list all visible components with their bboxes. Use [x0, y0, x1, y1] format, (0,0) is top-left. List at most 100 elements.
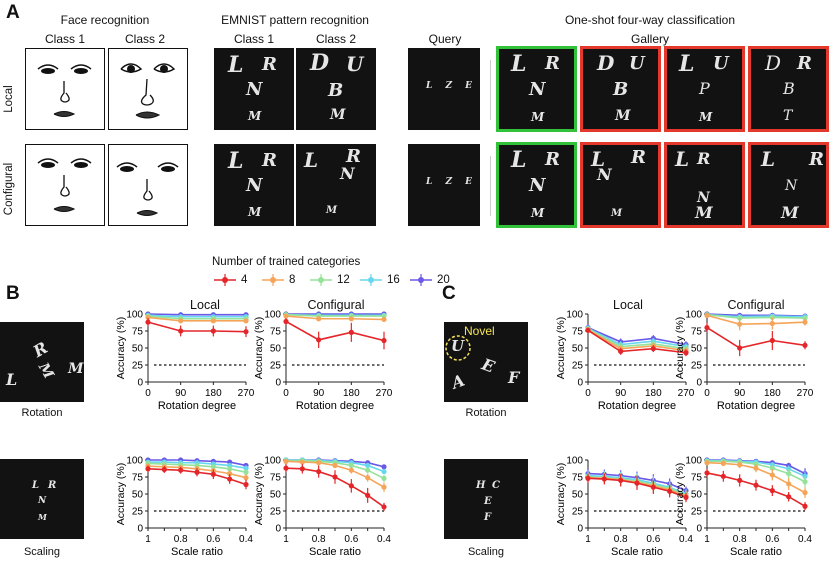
x-tick-label: 0.4	[798, 534, 812, 545]
glyph: M	[326, 205, 338, 216]
gallery-local-distractor-3: D R B T	[748, 46, 829, 132]
data-point-4	[704, 325, 710, 331]
data-point-16	[243, 465, 249, 471]
gallery-local-correct: L R N M	[496, 46, 577, 132]
x-tick-label: 0	[704, 388, 710, 399]
c-rotation-stimulus: Novel U A E F	[444, 322, 528, 402]
c-configural-header: Configural	[727, 298, 785, 312]
legend-title: Number of trained categories	[212, 256, 361, 268]
y-axis-label: Accuracy (%)	[253, 317, 265, 379]
glyph: C	[492, 480, 500, 491]
data-point-8	[737, 462, 743, 468]
series-line-16	[587, 327, 687, 348]
face-drawing	[37, 64, 92, 117]
glyph: R	[29, 338, 51, 362]
data-point-8	[737, 321, 743, 327]
y-tick-label: 100	[685, 456, 702, 467]
y-tick-label: 25	[691, 507, 703, 518]
y-tick-label: 50	[270, 344, 282, 355]
series-line-4	[147, 321, 247, 333]
y-tick-label: 75	[572, 473, 584, 484]
data-point-4	[618, 477, 624, 483]
y-tick-label: 50	[691, 344, 703, 355]
glyph: L	[591, 147, 606, 171]
chart-c-scaling-local: 0 25 50 75 100 1 0.8 0.6 0.4 Scale ratio Accuracy …	[555, 456, 693, 558]
y-tick-label: 50	[691, 490, 703, 501]
data-point-8	[299, 459, 305, 465]
y-axis-label: Accuracy (%)	[674, 317, 686, 379]
legend-label-16: 16	[387, 274, 400, 286]
data-point-8	[720, 460, 726, 466]
data-point-8	[210, 318, 216, 324]
data-point-4	[601, 476, 607, 482]
x-tick-label: 270	[238, 388, 255, 399]
y-tick-label: 0	[696, 524, 702, 535]
glyph: N	[529, 175, 546, 196]
gallery-configural-correct: L R N M	[496, 142, 577, 228]
data-point-8	[145, 314, 151, 320]
x-axis-label: Rotation degree	[598, 400, 676, 412]
glyph: L	[32, 480, 40, 491]
y-tick-label: 50	[132, 490, 144, 501]
legend-item-12	[310, 274, 332, 286]
face-class2-label: Class 2	[124, 32, 165, 46]
row-configural-label: Configural	[3, 162, 15, 216]
glyph: L	[6, 370, 18, 389]
glyph: R	[809, 149, 824, 170]
series-line-8	[706, 314, 806, 326]
data-point-4	[210, 471, 216, 477]
y-tick-label: 50	[270, 490, 282, 501]
b-configural-header: Configural	[307, 298, 365, 312]
chart-b-scaling-local: 0 25 50 75 100 1 0.8 0.6 0.4 Scale ratio Accuracy …	[115, 456, 253, 558]
y-axis-label: Accuracy (%)	[555, 317, 567, 379]
series-line-8	[587, 328, 687, 352]
y-tick-label: 50	[132, 344, 144, 355]
data-point-4	[283, 465, 289, 471]
glyph: R	[346, 146, 361, 167]
data-point-4	[769, 488, 775, 494]
glyph: T	[783, 108, 793, 124]
gallery-configural-distractor-3: L R N M	[748, 142, 829, 228]
x-tick-label: 0.4	[377, 534, 391, 545]
data-point-4	[227, 476, 233, 482]
data-point-20	[381, 464, 387, 470]
data-point-16	[802, 473, 808, 479]
x-tick-label: 0	[585, 388, 591, 399]
panel-label-a: A	[6, 2, 20, 23]
data-point-4	[802, 342, 808, 348]
legend-label-8: 8	[289, 274, 296, 286]
data-point-8	[283, 458, 289, 464]
x-tick-label: 270	[797, 388, 814, 399]
emnist-class2-label: Class 2	[315, 32, 356, 46]
x-axis-label: Rotation degree	[296, 400, 374, 412]
data-point-4	[178, 328, 184, 334]
glyph: L	[679, 51, 695, 77]
x-axis-label: Scale ratio	[171, 546, 223, 558]
data-point-4	[194, 469, 200, 475]
series-line-8	[285, 315, 385, 321]
data-point-4	[381, 337, 387, 344]
query-glyphs: L Z E	[426, 81, 478, 91]
face-configural-class2	[108, 144, 188, 226]
legend-item-4	[214, 274, 236, 286]
x-tick-label: 0.4	[239, 534, 253, 545]
glyph: M	[781, 203, 799, 222]
glyph: U	[451, 337, 465, 355]
x-tick-label: 0	[283, 388, 289, 399]
c-scaling-caption: Scaling	[467, 546, 505, 558]
gallery-local-distractor-2: L U P M	[664, 46, 745, 132]
y-tick-label: 25	[572, 507, 584, 518]
glyph: M	[531, 206, 545, 220]
data-point-12	[348, 462, 354, 469]
data-point-4	[210, 328, 216, 334]
series-line-4	[587, 329, 687, 354]
y-tick-label: 25	[691, 361, 703, 372]
data-point-4	[634, 480, 640, 486]
x-tick-label: 0.6	[646, 534, 660, 545]
y-tick-label: 75	[132, 327, 144, 338]
data-point-4	[381, 504, 387, 510]
data-point-4	[667, 488, 673, 494]
data-point-8	[348, 467, 354, 473]
gallery-configural-distractor-1: L R N M	[580, 142, 661, 228]
glyph: N	[38, 496, 47, 506]
